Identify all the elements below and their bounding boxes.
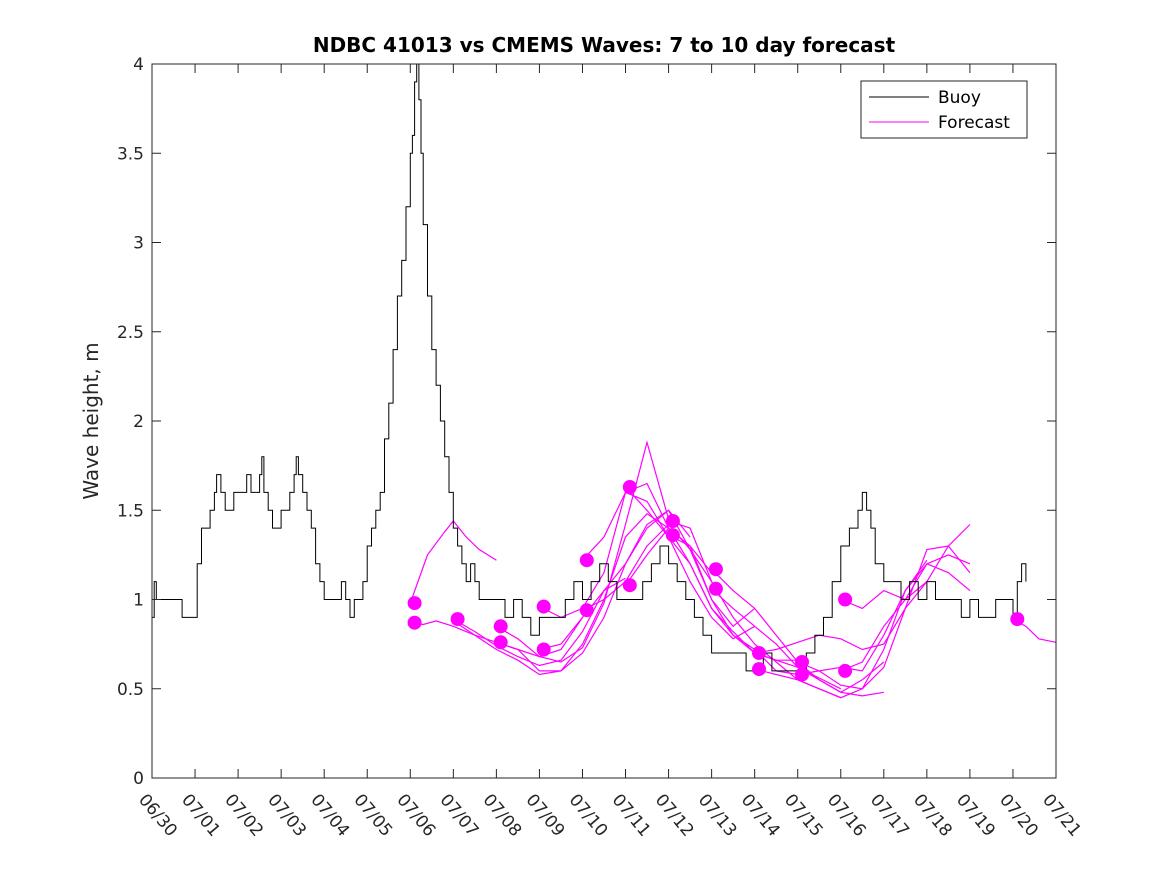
forecast-curve	[539, 509, 713, 651]
x-tick-label: 07/14	[737, 790, 784, 840]
forecast-marker	[665, 514, 680, 528]
forecast-marker	[795, 667, 809, 682]
y-axis-label: Wave height, m	[79, 342, 103, 499]
y-tick-label: 4	[133, 55, 144, 75]
buoy-series-line	[152, 64, 1027, 672]
x-tick-label: 07/05	[349, 790, 396, 840]
forecast-marker	[838, 592, 853, 607]
forecast-marker	[536, 599, 551, 614]
forecast-curve	[797, 563, 971, 676]
x-tick-label: 07/06	[392, 790, 439, 840]
x-tick-label: 07/21	[1038, 790, 1085, 840]
x-tick-label: 07/11	[608, 790, 655, 840]
x-tick-label: 07/03	[263, 790, 310, 840]
forecast-marker	[1010, 612, 1025, 627]
forecast-marker	[579, 553, 594, 568]
x-tick-label: 07/20	[995, 790, 1042, 840]
forecast-marker	[493, 619, 508, 634]
x-tick-label: 07/08	[479, 790, 526, 840]
forecast-curve	[452, 577, 626, 667]
y-tick-label: 2.5	[117, 323, 144, 343]
x-tick-label: 06/30	[134, 790, 181, 840]
x-tick-label: 07/04	[306, 790, 353, 840]
forecast-curve	[797, 545, 971, 690]
y-tick-label: 3	[133, 234, 144, 254]
forecast-marker	[752, 662, 766, 677]
x-tick-label: 07/16	[823, 790, 870, 840]
x-tick-label: 07/13	[694, 790, 741, 840]
forecast-marker	[450, 612, 465, 627]
legend: Buoy Forecast	[860, 80, 1028, 139]
forecast-marker	[536, 642, 551, 657]
legend-buoy-label: Buoy	[938, 88, 981, 108]
plot-area	[152, 64, 1056, 778]
forecast-curve	[496, 440, 670, 663]
x-tick-label: 07/10	[565, 790, 612, 840]
chart-title: NDBC 41013 vs CMEMS Waves: 7 to 10 day f…	[313, 33, 896, 57]
forecast-marker	[407, 615, 422, 630]
x-tick-label: 07/01	[177, 790, 224, 840]
x-tick-label: 07/15	[780, 790, 827, 840]
forecast-curve	[754, 559, 928, 699]
forecast-marker	[493, 635, 508, 650]
legend-box	[860, 80, 1028, 139]
series-layer	[152, 64, 1056, 699]
legend-forecast-label: Forecast	[938, 113, 1010, 133]
x-tick-label: 07/07	[436, 790, 483, 840]
y-tick-label: 0	[133, 769, 144, 789]
forecast-curve	[754, 581, 928, 654]
forecast-marker	[579, 603, 594, 618]
y-tick-label: 1	[133, 591, 144, 611]
x-tick-label: 07/18	[909, 790, 956, 840]
forecast-curve	[496, 509, 691, 672]
x-tick-label: 07/19	[952, 790, 999, 840]
y-tick-label: 2	[133, 412, 144, 432]
x-tick-label: 07/17	[866, 790, 913, 840]
y-tick-label: 3.5	[117, 144, 144, 164]
forecast-marker	[795, 655, 809, 669]
y-tick-label: 0.5	[117, 680, 144, 700]
forecast-marker	[838, 663, 853, 678]
forecast-marker	[708, 562, 723, 577]
y-tick-label: 1.5	[117, 501, 144, 521]
forecast-marker	[622, 480, 637, 494]
x-tick-label: 07/09	[522, 790, 569, 840]
forecast-marker	[407, 596, 422, 611]
x-tick-label: 07/02	[220, 790, 267, 840]
forecast-marker	[622, 578, 637, 593]
forecast-marker	[665, 528, 680, 543]
forecast-marker	[752, 646, 766, 660]
forecast-marker	[708, 581, 723, 596]
x-tick-label: 07/12	[651, 790, 698, 840]
